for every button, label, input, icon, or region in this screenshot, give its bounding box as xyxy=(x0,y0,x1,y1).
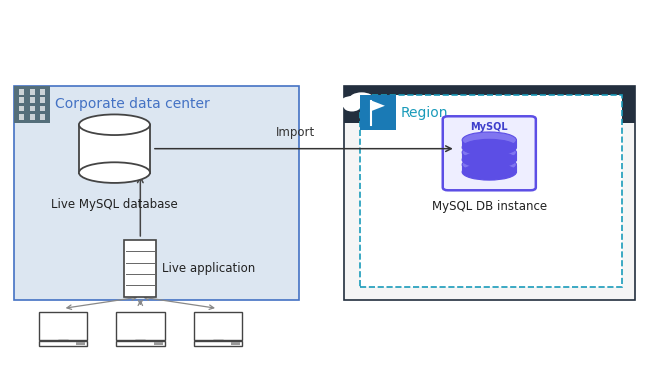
Bar xyxy=(30,98,34,103)
Polygon shape xyxy=(371,101,385,111)
Bar xyxy=(14,86,299,300)
Bar xyxy=(193,341,242,346)
Bar xyxy=(154,342,163,345)
Text: MySQL DB instance: MySQL DB instance xyxy=(432,200,547,213)
Ellipse shape xyxy=(462,144,517,161)
Circle shape xyxy=(363,102,380,112)
Bar xyxy=(462,152,517,160)
Text: Corporate data center: Corporate data center xyxy=(55,98,210,112)
Bar xyxy=(462,165,517,172)
Ellipse shape xyxy=(462,157,517,173)
Bar xyxy=(40,89,45,95)
Bar xyxy=(30,106,34,112)
Bar xyxy=(19,98,25,103)
Text: AWS Cloud: AWS Cloud xyxy=(385,98,460,112)
Ellipse shape xyxy=(462,164,517,180)
Bar xyxy=(40,98,45,103)
Ellipse shape xyxy=(462,139,517,155)
Bar xyxy=(124,240,156,297)
Bar xyxy=(77,342,85,345)
Bar xyxy=(136,340,145,344)
FancyBboxPatch shape xyxy=(443,116,536,190)
Bar xyxy=(58,340,67,344)
Bar xyxy=(213,340,223,344)
Circle shape xyxy=(340,96,363,109)
Text: Live MySQL database: Live MySQL database xyxy=(51,198,178,211)
Text: Import: Import xyxy=(276,127,315,139)
Bar xyxy=(19,89,25,95)
Circle shape xyxy=(349,92,374,107)
Bar xyxy=(79,125,150,173)
Bar xyxy=(462,140,517,147)
Text: Region: Region xyxy=(400,106,448,120)
Bar xyxy=(14,86,50,123)
Bar xyxy=(38,341,87,346)
Ellipse shape xyxy=(462,152,517,168)
Ellipse shape xyxy=(79,162,150,183)
Text: Live application: Live application xyxy=(162,262,255,275)
Bar xyxy=(19,114,25,120)
Bar xyxy=(38,312,87,340)
Bar xyxy=(19,106,25,112)
Bar xyxy=(40,114,45,120)
Bar xyxy=(30,89,34,95)
Bar xyxy=(193,312,242,340)
Bar xyxy=(116,341,165,346)
Bar xyxy=(30,114,34,120)
Bar xyxy=(344,86,635,300)
Bar xyxy=(40,106,45,112)
Text: MySQL: MySQL xyxy=(471,122,508,132)
FancyBboxPatch shape xyxy=(360,95,622,287)
Circle shape xyxy=(343,102,360,112)
Bar xyxy=(116,312,165,340)
Circle shape xyxy=(360,96,383,109)
Ellipse shape xyxy=(462,132,517,148)
Bar xyxy=(232,342,240,345)
Bar xyxy=(344,86,635,123)
Bar xyxy=(360,95,396,130)
Ellipse shape xyxy=(79,114,150,135)
